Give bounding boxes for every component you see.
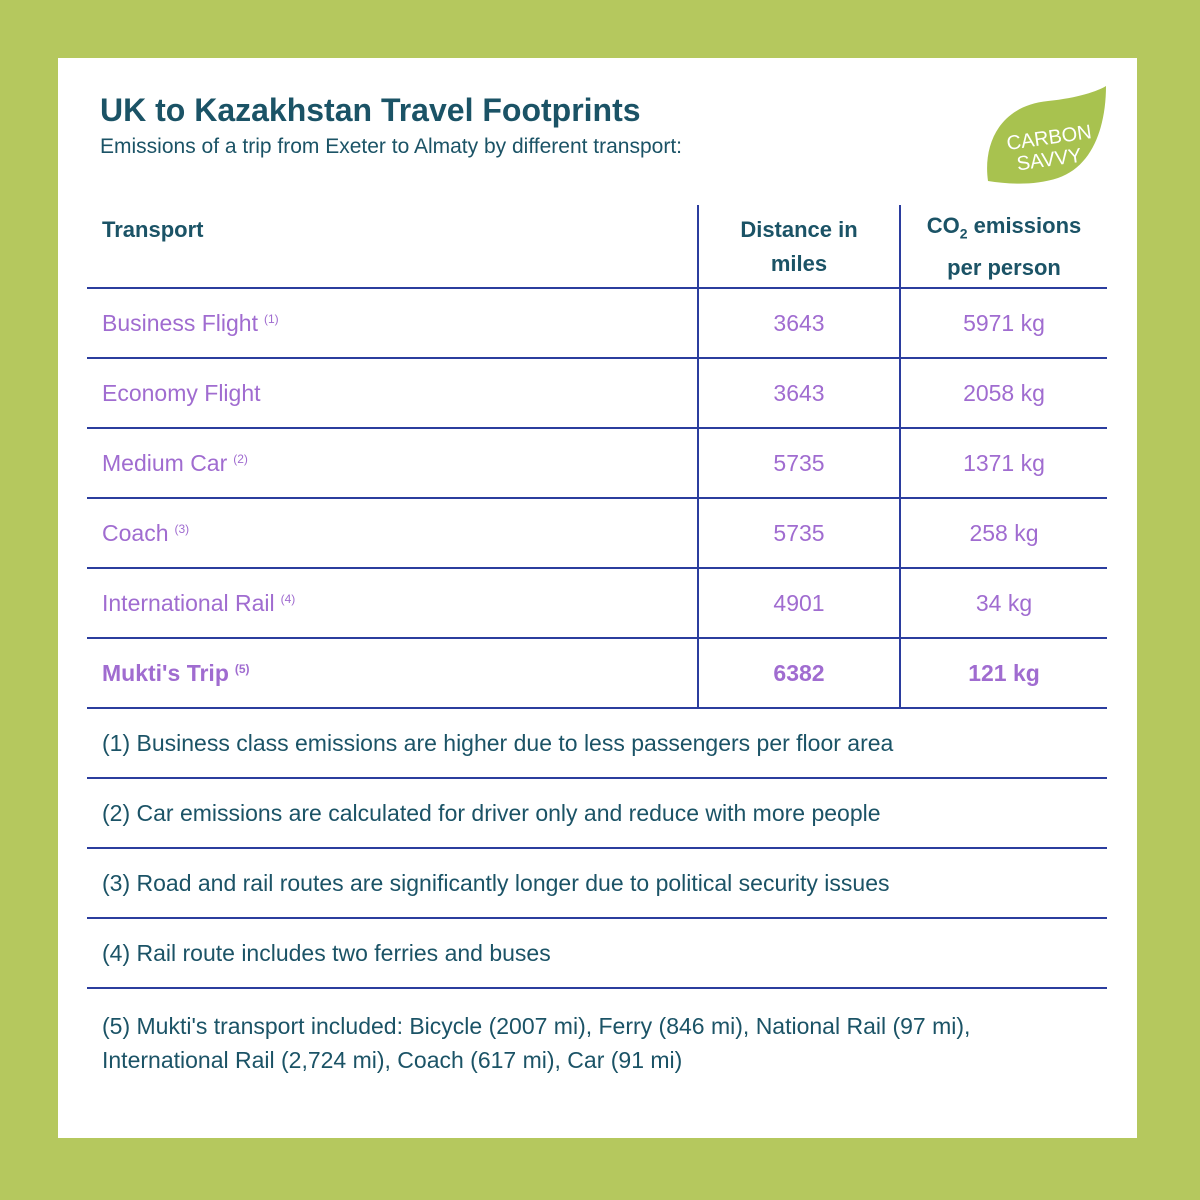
header-distance: Distance in miles: [697, 205, 899, 287]
emissions-cell: 5971 kg: [899, 289, 1107, 357]
transport-cell: Coach (3): [102, 519, 190, 546]
distance-cell: 5735: [697, 499, 899, 567]
carbon-savvy-logo: CARBON SAVVY: [987, 86, 1106, 184]
header-emissions: CO2 emissions per person: [899, 205, 1107, 287]
table-row: Medium Car (2) 5735 1371 kg: [87, 429, 1107, 499]
table-row: Business Flight (1) 3643 5971 kg: [87, 289, 1107, 359]
table-row: Coach (3) 5735 258 kg: [87, 499, 1107, 569]
distance-cell: 5735: [697, 429, 899, 497]
page-subtitle: Emissions of a trip from Exeter to Almat…: [100, 135, 683, 158]
header-transport: Transport: [102, 217, 204, 242]
distance-cell: 6382: [697, 639, 899, 707]
emissions-cell: 121 kg: [899, 639, 1107, 707]
page-title: UK to Kazakhstan Travel Footprints: [100, 92, 641, 128]
transport-cell: Medium Car (2): [102, 449, 248, 476]
table-row: Economy Flight 3643 2058 kg: [87, 359, 1107, 429]
emissions-cell: 1371 kg: [899, 429, 1107, 497]
footnote-3: (3) Road and rail routes are significant…: [87, 849, 1107, 919]
distance-cell: 4901: [697, 569, 899, 637]
emissions-cell: 2058 kg: [899, 359, 1107, 427]
table-row-highlight: Mukti's Trip (5) 6382 121 kg: [87, 639, 1107, 709]
transport-cell: Business Flight (1): [102, 309, 279, 336]
table-row: International Rail (4) 4901 34 kg: [87, 569, 1107, 639]
leaf-icon: [987, 86, 1106, 184]
footnote-2: (2) Car emissions are calculated for dri…: [87, 779, 1107, 849]
emissions-table: Transport Distance in miles CO2 emission…: [87, 205, 1107, 1077]
content-card: UK to Kazakhstan Travel Footprints Emiss…: [58, 58, 1137, 1138]
emissions-cell: 258 kg: [899, 499, 1107, 567]
footnote-4: (4) Rail route includes two ferries and …: [87, 919, 1107, 989]
footnote-1: (1) Business class emissions are higher …: [87, 709, 1107, 779]
transport-cell: Economy Flight: [102, 379, 261, 406]
distance-cell: 3643: [697, 359, 899, 427]
footnote-5: (5) Mukti's transport included: Bicycle …: [102, 1013, 971, 1073]
emissions-cell: 34 kg: [899, 569, 1107, 637]
table-header-row: Transport Distance in miles CO2 emission…: [87, 205, 1107, 289]
transport-cell: Mukti's Trip (5): [102, 659, 250, 686]
transport-cell: International Rail (4): [102, 589, 296, 616]
distance-cell: 3643: [697, 289, 899, 357]
